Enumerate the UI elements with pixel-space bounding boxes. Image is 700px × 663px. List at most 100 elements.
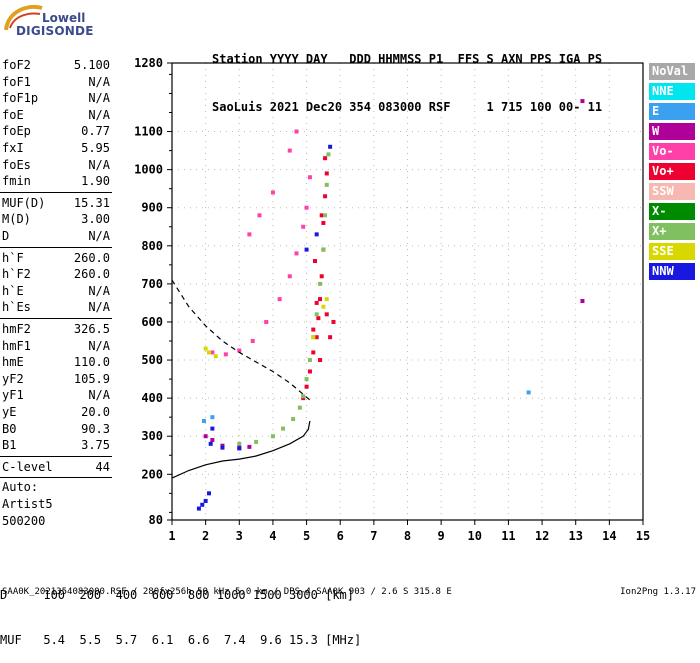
- param-value: 105.9: [73, 371, 110, 386]
- param-separator: [0, 477, 112, 479]
- echo-point: [324, 297, 329, 302]
- echo-point: [580, 299, 585, 304]
- x-tick-label: 12: [535, 529, 549, 543]
- y-tick-label: 200: [141, 467, 163, 481]
- param-row: M(D) 3.00: [2, 211, 110, 227]
- echo-point: [207, 350, 212, 355]
- param-value: N/A: [88, 283, 110, 298]
- param-label: yF2: [2, 371, 24, 386]
- echo-point: [237, 441, 242, 446]
- echo-point: [314, 300, 319, 305]
- param-row: foF2 5.100: [2, 57, 110, 73]
- x-tick-label: 6: [337, 529, 344, 543]
- ionogram-chart: 1 2 3 4 5 6 7 8 9 10 11 12 13 14 158020030040050060070…: [134, 56, 650, 543]
- param-value: 0.77: [81, 124, 110, 139]
- echo-point: [318, 297, 323, 302]
- param-label: h`F: [2, 250, 24, 265]
- param-label: h`F2: [2, 267, 31, 282]
- echo-point: [291, 417, 296, 422]
- param-separator: [0, 246, 112, 248]
- echo-point: [207, 491, 212, 496]
- y-tick-label: 80: [149, 513, 163, 527]
- echo-point: [304, 384, 309, 389]
- polarization-legend: NoVal NNE E W Vo- Vo+ SSW X- X+ SSE NNW: [649, 63, 695, 283]
- echo-point: [323, 156, 328, 161]
- echo-point: [196, 506, 201, 511]
- echo-point: [223, 352, 228, 357]
- param-value: N/A: [88, 229, 110, 243]
- logo-line-lowell: Lowell: [42, 11, 86, 25]
- param-value: 5.95: [81, 141, 110, 155]
- echo-point: [323, 213, 328, 218]
- param-row: foEs N/A: [2, 157, 110, 173]
- param-value: N/A: [88, 157, 110, 172]
- echo-point: [321, 247, 326, 252]
- x-tick-label: 14: [602, 529, 616, 543]
- param-label: foEs: [2, 157, 31, 172]
- param-value: 44: [95, 459, 110, 474]
- param-label: h`Es: [2, 300, 31, 315]
- param-value: N/A: [88, 300, 110, 315]
- param-label: C-level: [2, 459, 53, 474]
- echo-point: [210, 350, 215, 355]
- echo-point: [324, 182, 329, 187]
- x-tick-label: 9: [438, 529, 445, 543]
- echo-point: [324, 312, 329, 317]
- param-label: hmE: [2, 355, 24, 370]
- echo-point: [294, 129, 299, 134]
- param-row: B0 90.3: [2, 421, 110, 437]
- param-value: 3.00: [81, 212, 110, 227]
- param-separator: [0, 455, 112, 457]
- y-tick-label: 1000: [134, 163, 163, 177]
- muf-distance-row: D 100 200 400 600 800 1000 1500 3000 [km…: [0, 588, 355, 602]
- x-tick-label: 10: [468, 529, 482, 543]
- echo-point: [580, 99, 585, 104]
- echo-point: [307, 369, 312, 374]
- echo-point: [281, 426, 286, 431]
- legend-item: NNE: [649, 83, 695, 100]
- echo-point: [304, 247, 309, 252]
- param-row: D N/A: [2, 228, 110, 244]
- param-value: 260.0: [73, 267, 110, 282]
- echo-point: [203, 434, 208, 439]
- lowell-digisonde-logo: Lowell DIGISONDE: [0, 0, 120, 45]
- echo-point: [526, 390, 531, 395]
- echo-point: [247, 232, 252, 237]
- param-separator: [0, 318, 112, 319]
- param-value: N/A: [88, 74, 110, 89]
- echo-point: [254, 439, 259, 444]
- param-row: fxI 5.95: [2, 140, 110, 156]
- legend-item: NoVal: [649, 63, 695, 80]
- param-label: hmF2: [2, 322, 31, 336]
- echo-point: [208, 441, 213, 446]
- echo-point: [307, 175, 312, 180]
- x-tick-label: 4: [269, 529, 276, 543]
- param-row: foF1 N/A: [2, 74, 110, 90]
- echo-point: [287, 148, 292, 153]
- legend-item: X+: [649, 223, 695, 240]
- param-label: fmin: [2, 174, 31, 189]
- param-label: B0: [2, 421, 17, 436]
- echo-point: [326, 152, 331, 157]
- echo-point: [200, 502, 205, 507]
- param-label: h`E: [2, 283, 24, 298]
- param-value: 3.75: [81, 438, 110, 453]
- x-tick-label: 3: [236, 529, 243, 543]
- param-row: yF1 N/A: [2, 387, 110, 403]
- echo-point: [316, 316, 321, 321]
- x-tick-label: 8: [404, 529, 411, 543]
- x-tick-label: 2: [202, 529, 209, 543]
- param-row: hmF1 N/A: [2, 338, 110, 354]
- footer-version: Ion2Png 1.3.17: [620, 587, 696, 597]
- param-label: fxI: [2, 141, 24, 155]
- x-tick-label: 15: [636, 529, 650, 543]
- echo-point: [314, 335, 319, 340]
- x-tick-label: 13: [568, 529, 582, 543]
- param-row: hmE 110.0: [2, 354, 110, 370]
- y-tick-label: 400: [141, 391, 163, 405]
- echo-point: [294, 251, 299, 256]
- echo-point: [311, 327, 316, 332]
- param-label: M(D): [2, 212, 31, 227]
- param-label: MUF(D): [2, 195, 46, 210]
- param-row: foF1p N/A: [2, 90, 110, 106]
